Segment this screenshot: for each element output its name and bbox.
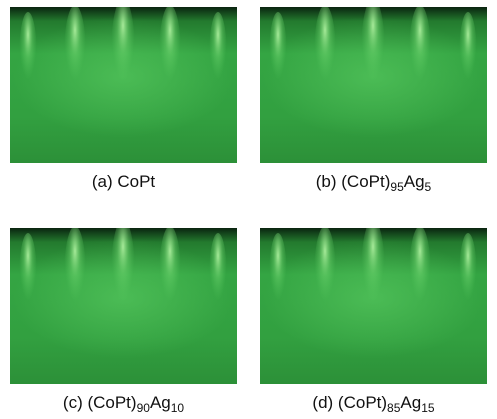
caption-text: (c) (CoPt) — [63, 393, 137, 412]
rheed-image — [10, 228, 237, 384]
caption-text: (b) (CoPt) — [316, 172, 391, 191]
caption: (a) CoPt — [0, 172, 247, 192]
caption-subscript: 10 — [171, 401, 184, 415]
caption-text: (d) (CoPt) — [312, 393, 387, 412]
caption-subscript: 85 — [387, 401, 400, 415]
caption: (b) (CoPt)95Ag5 — [250, 172, 497, 192]
caption-subscript: 95 — [390, 180, 403, 194]
caption-subscript: 15 — [421, 401, 434, 415]
figure: (a) CoPt (b) (CoPt)95Ag5 (c) (CoPt)90Ag1… — [0, 0, 497, 419]
rheed-image — [260, 228, 487, 384]
rheed-image — [260, 7, 487, 163]
caption-text: Ag — [150, 393, 171, 412]
caption-subscript: 90 — [137, 401, 150, 415]
rheed-image — [10, 7, 237, 163]
caption-subscript: 5 — [425, 180, 432, 194]
caption-text: (a) CoPt — [92, 172, 155, 191]
caption-text: Ag — [404, 172, 425, 191]
caption-text: Ag — [400, 393, 421, 412]
caption: (c) (CoPt)90Ag10 — [0, 393, 247, 413]
caption: (d) (CoPt)85Ag15 — [250, 393, 497, 413]
